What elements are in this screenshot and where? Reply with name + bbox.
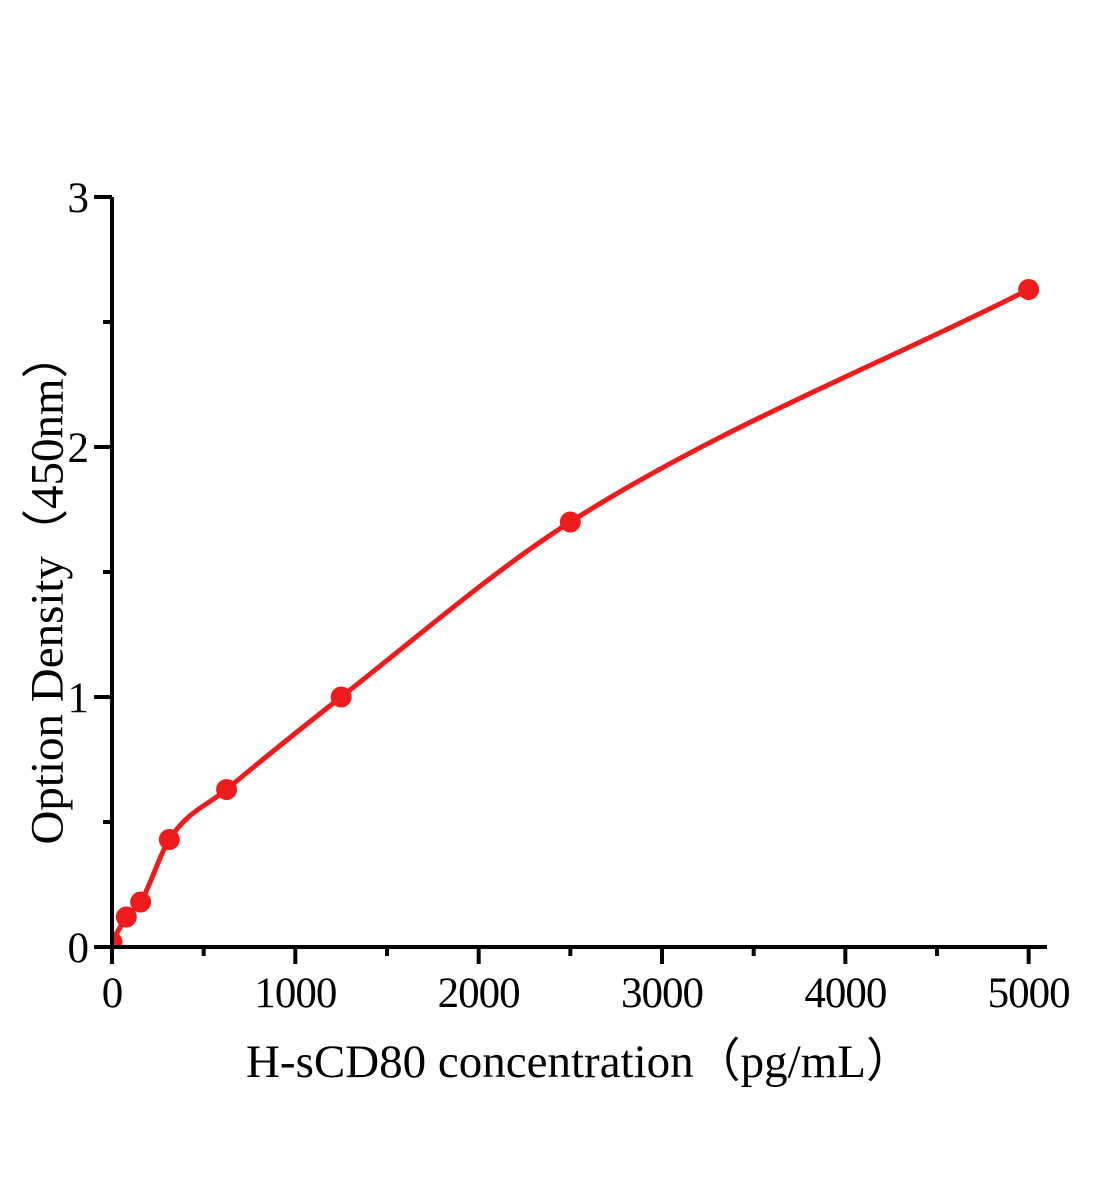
data-point xyxy=(1018,279,1040,300)
x-tick-label: 4000 xyxy=(804,970,886,1017)
y-tick-label: 1 xyxy=(68,675,89,722)
data-point xyxy=(216,779,238,800)
y-tick-label: 0 xyxy=(68,925,89,972)
data-series xyxy=(112,279,1040,947)
x-tick-label: 1000 xyxy=(254,970,336,1017)
x-tick-label: 0 xyxy=(102,970,123,1017)
data-point xyxy=(112,931,123,947)
x-tick-label: 3000 xyxy=(621,970,703,1017)
data-point xyxy=(130,891,152,913)
y-tick-label: 3 xyxy=(68,175,89,222)
standard-curve-line xyxy=(112,287,1030,944)
y-axis-title: Option Density（450nm） xyxy=(21,331,74,845)
x-tick-label: 2000 xyxy=(438,970,520,1017)
data-point xyxy=(115,906,137,928)
data-point xyxy=(559,511,581,533)
y-tick-label: 2 xyxy=(68,425,89,472)
axes xyxy=(94,195,1047,964)
x-tick-label: 5000 xyxy=(988,970,1070,1017)
x-axis-title: H-sCD80 concentration（pg/mL） xyxy=(245,1036,914,1088)
data-point xyxy=(330,686,352,708)
data-point xyxy=(158,829,180,850)
